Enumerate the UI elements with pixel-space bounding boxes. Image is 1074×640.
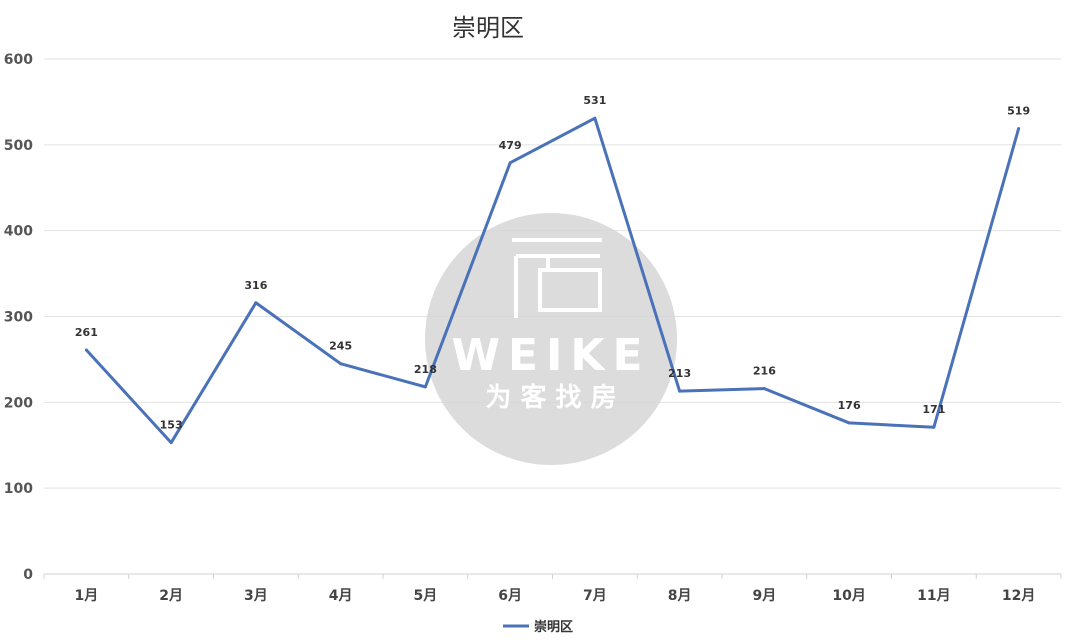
data-label: 153 bbox=[160, 419, 183, 432]
watermark: WEIKE 为 客 找 房 bbox=[425, 213, 677, 465]
watermark-circle bbox=[425, 213, 677, 465]
data-point bbox=[254, 301, 258, 305]
chart-title: 崇明区 bbox=[452, 14, 524, 42]
x-tick-label: 9月 bbox=[753, 588, 777, 604]
data-label: 216 bbox=[753, 365, 776, 378]
data-point bbox=[847, 421, 851, 425]
legend-label: 崇明区 bbox=[534, 619, 573, 635]
y-tick-label: 100 bbox=[4, 481, 33, 497]
x-tick-label: 8月 bbox=[668, 588, 692, 604]
x-tick-label: 12月 bbox=[1002, 588, 1035, 604]
data-label: 316 bbox=[244, 279, 267, 292]
data-label: 218 bbox=[414, 363, 437, 376]
y-tick-label: 0 bbox=[23, 567, 33, 583]
data-point bbox=[169, 441, 173, 445]
data-label: 245 bbox=[329, 340, 352, 353]
x-tick-label: 11月 bbox=[917, 588, 950, 604]
data-point bbox=[84, 348, 88, 352]
data-point bbox=[678, 389, 682, 393]
data-label: 531 bbox=[583, 94, 606, 107]
data-point bbox=[1017, 127, 1021, 131]
data-label: 176 bbox=[838, 399, 861, 412]
data-point bbox=[593, 116, 597, 120]
watermark-tagline: 为 客 找 房 bbox=[485, 382, 616, 413]
data-labels: 261 153 316 245 218 479 531 213 216 176 171 519 bbox=[75, 94, 1030, 431]
data-label: 479 bbox=[499, 139, 522, 152]
data-point bbox=[932, 425, 936, 429]
x-tick-label: 7月 bbox=[583, 588, 607, 604]
x-axis: 1月 2月 3月 4月 5月 6月 7月 8月 9月 10月 11月 12月 bbox=[43, 573, 1062, 604]
y-tick-label: 600 bbox=[4, 52, 33, 68]
series-line bbox=[85, 116, 1021, 445]
y-tick-label: 500 bbox=[4, 138, 33, 154]
x-tick-label: 6月 bbox=[498, 588, 522, 604]
x-tick-label: 4月 bbox=[329, 588, 353, 604]
data-label: 519 bbox=[1007, 105, 1030, 118]
series-layer bbox=[84, 116, 1021, 445]
x-tick-label: 5月 bbox=[414, 588, 438, 604]
data-point bbox=[762, 387, 766, 391]
y-tick-label: 300 bbox=[4, 310, 33, 326]
data-label: 171 bbox=[922, 403, 945, 416]
x-tick-label: 1月 bbox=[75, 588, 99, 604]
watermark-logo-icon bbox=[512, 238, 602, 318]
data-point bbox=[339, 362, 343, 366]
legend: 崇明区 bbox=[503, 619, 573, 635]
x-tick-label: 10月 bbox=[832, 588, 865, 604]
data-label: 213 bbox=[668, 367, 691, 380]
x-tick-label: 2月 bbox=[159, 588, 183, 604]
data-label: 261 bbox=[75, 326, 98, 339]
watermark-brand: WEIKE bbox=[451, 330, 650, 381]
y-tick-label: 200 bbox=[4, 395, 33, 411]
y-tick-label: 400 bbox=[4, 224, 33, 240]
x-tick-label: 3月 bbox=[244, 588, 268, 604]
data-point bbox=[508, 161, 512, 165]
y-axis: 0 100 200 300 400 500 600 bbox=[4, 52, 33, 583]
data-point bbox=[423, 385, 427, 389]
